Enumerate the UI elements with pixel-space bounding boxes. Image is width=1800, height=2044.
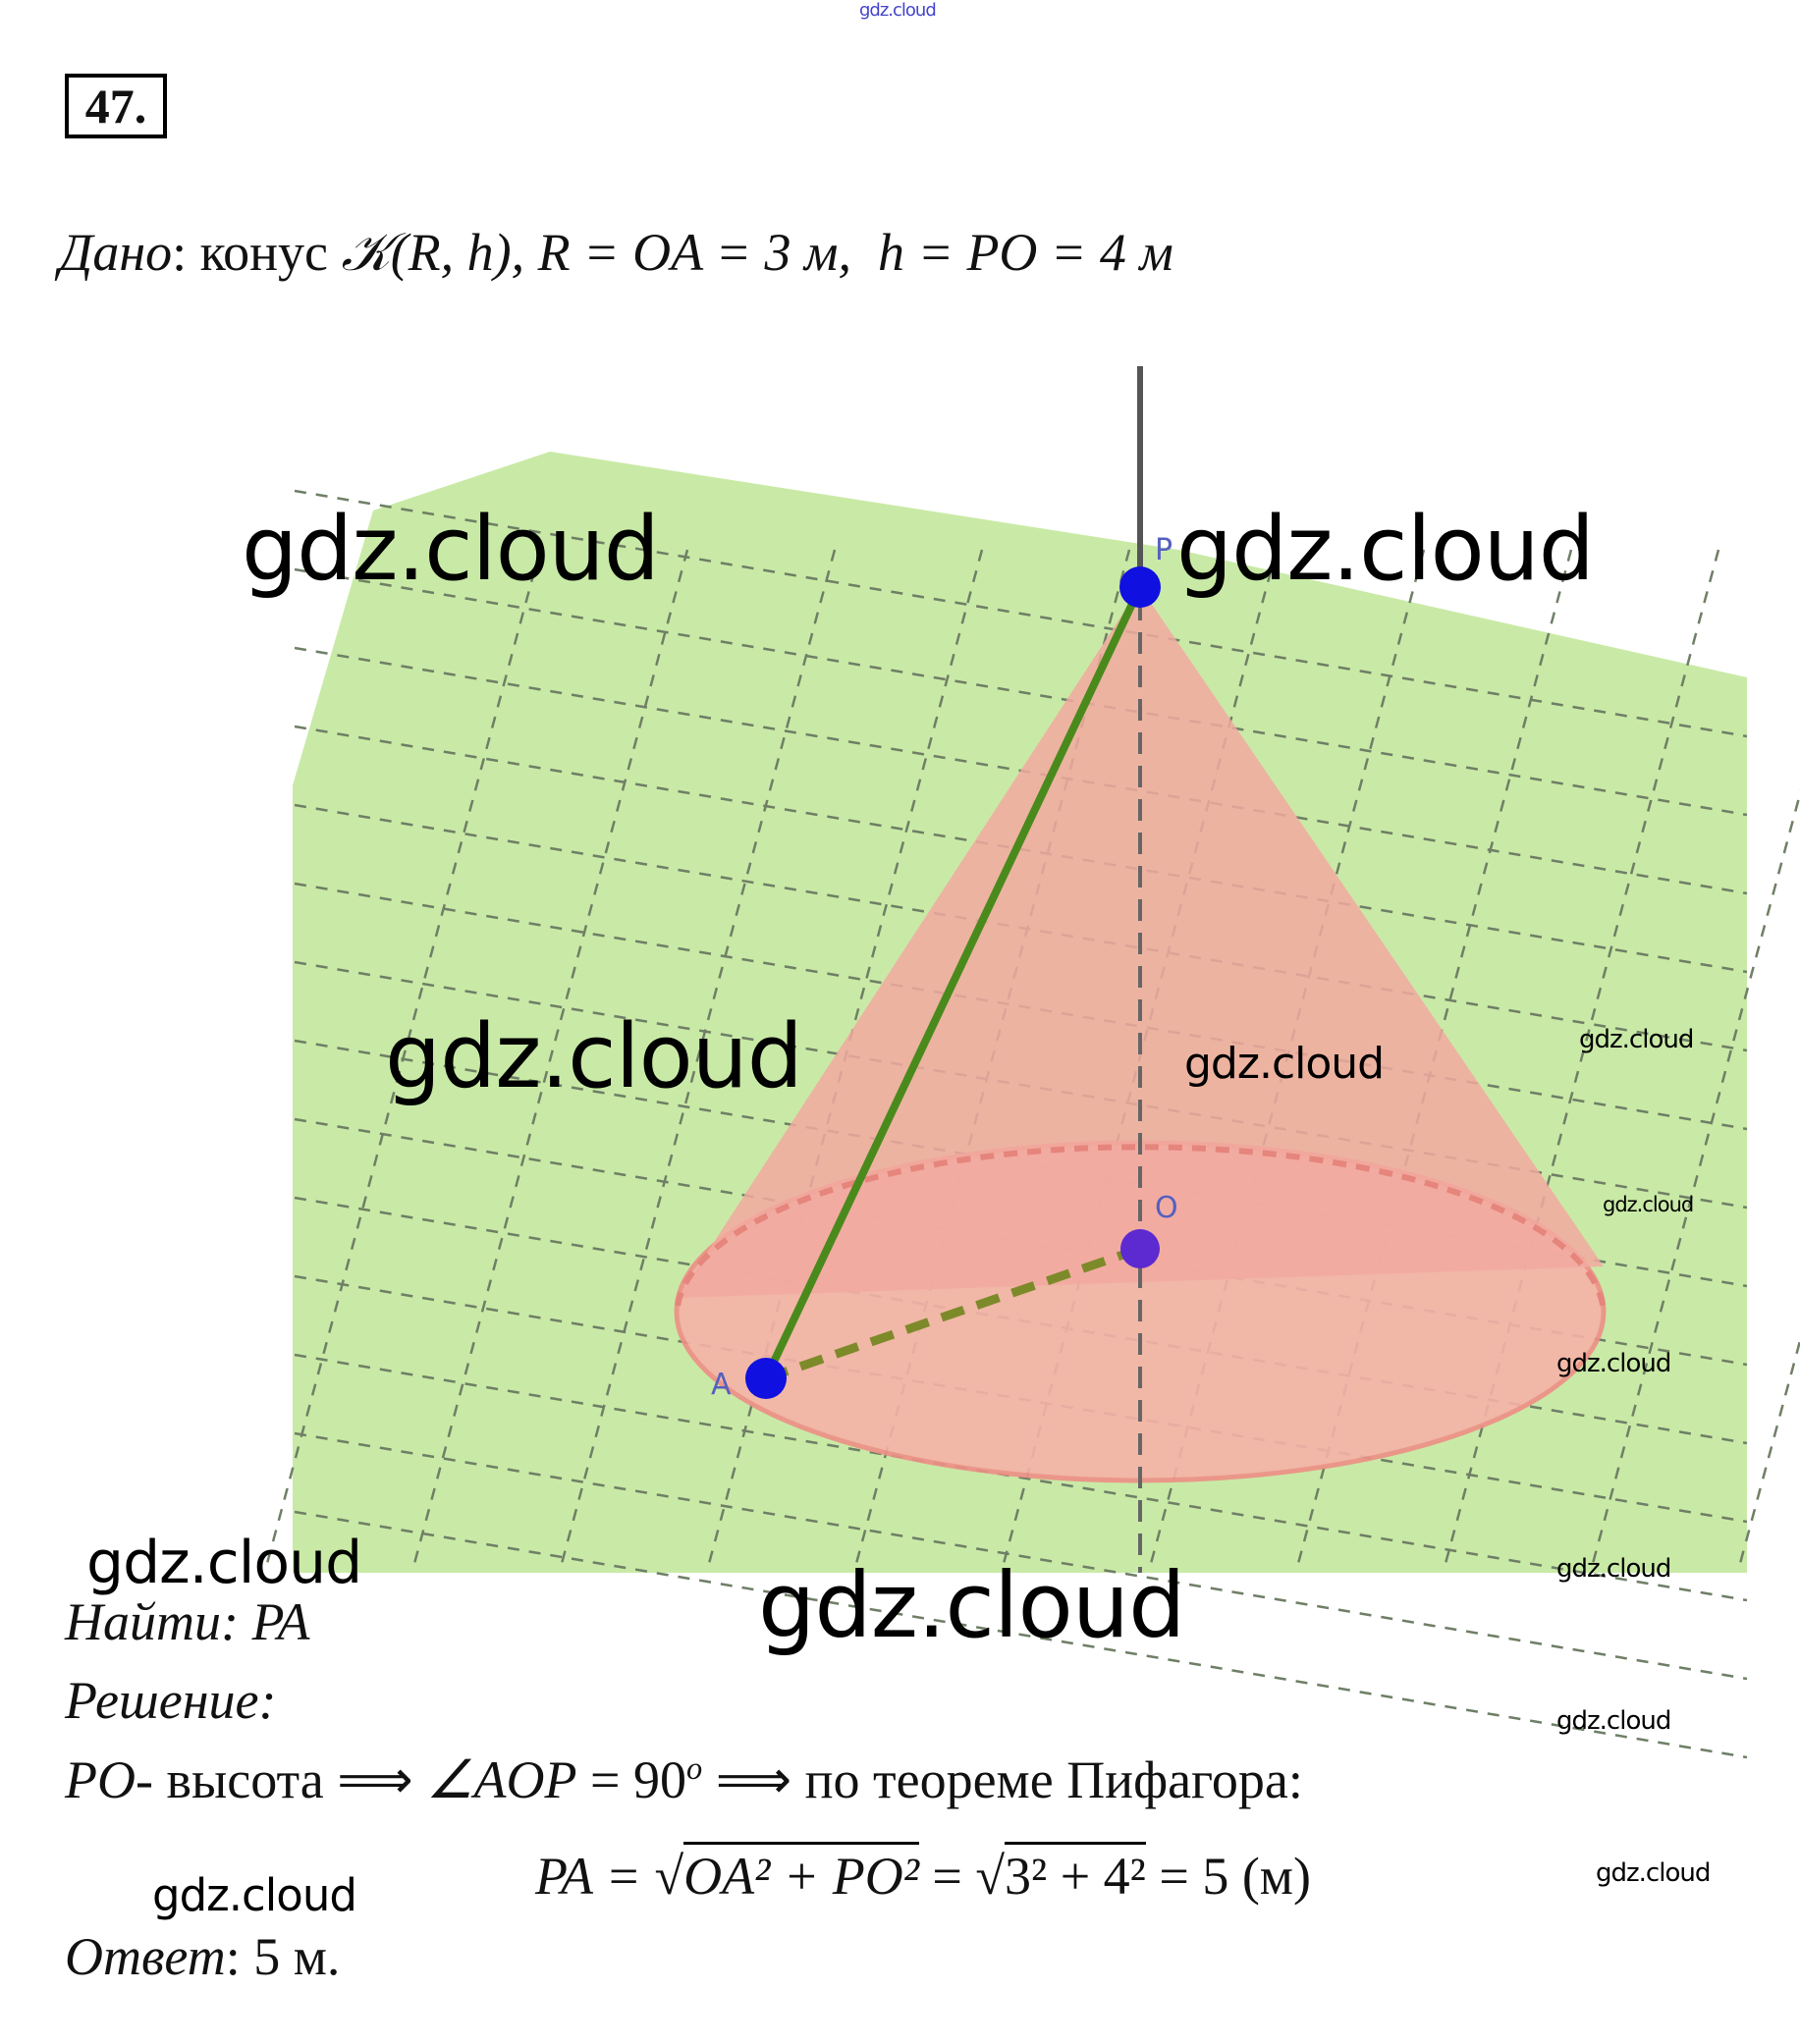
grid-line xyxy=(294,1353,1748,1602)
given-height: h = PO = 4 м xyxy=(878,223,1173,282)
grid-line xyxy=(294,1510,1748,1759)
given-text: : конус xyxy=(172,223,342,282)
grid-line xyxy=(558,549,837,1572)
watermark: gdz.cloud xyxy=(1596,1858,1711,1888)
given-radius: , R = OA = 3 м, xyxy=(511,223,851,282)
find-label: Найти xyxy=(65,1592,221,1651)
point-A xyxy=(745,1358,787,1399)
degree-mark: o xyxy=(686,1751,703,1787)
watermark: gdz.cloud xyxy=(758,1553,1185,1658)
grid-line xyxy=(1589,789,1800,1572)
formula-mid: = √ xyxy=(918,1847,1006,1906)
watermark: gdz.cloud xyxy=(1603,1193,1694,1216)
grid-line xyxy=(1736,1336,1800,1572)
point-P xyxy=(1119,566,1161,608)
answer-line: Ответ: 5 м. xyxy=(65,1930,340,1983)
formula-radicand-1: OA² + PO² xyxy=(683,1842,919,1906)
watermark: gdz.cloud xyxy=(1176,498,1595,601)
radius-OA xyxy=(764,1244,1142,1383)
watermark: gdz.cloud xyxy=(1556,1706,1671,1736)
grid-line xyxy=(263,549,542,1572)
answer-value: : 5 м. xyxy=(225,1927,341,1986)
label-A: A xyxy=(711,1368,732,1402)
grid-line xyxy=(294,567,1748,817)
watermark: gdz.cloud xyxy=(152,1869,357,1921)
watermark-top: gdz.cloud xyxy=(859,0,937,21)
base-hidden-edge xyxy=(675,1144,1607,1313)
watermark: gdz.cloud xyxy=(86,1529,362,1597)
watermark: gdz.cloud xyxy=(1556,1554,1671,1584)
watermark: gdz.cloud xyxy=(1556,1349,1671,1378)
given-line: Дано: конус 𝒦(R, h), R = OA = 3 м, h = P… xyxy=(59,226,1173,279)
given-cone: 𝒦(R, h) xyxy=(341,223,512,282)
solution-line1: PO- высота ⟹ ∠AOP = 90o ⟹ по теореме Пиф… xyxy=(65,1753,1303,1806)
angle-AOP: ∠AOP xyxy=(426,1750,577,1809)
solution-label: Решение: xyxy=(65,1671,277,1730)
label-P: P xyxy=(1155,533,1173,567)
find-value: : PA xyxy=(221,1592,310,1651)
grid-line xyxy=(1442,549,1720,1572)
point-O xyxy=(1120,1229,1160,1268)
formula: PA = √OA² + PO² = √3² + 4² = 5 (м) xyxy=(535,1842,1311,1906)
grid-line xyxy=(294,1431,1748,1681)
grid-line xyxy=(294,489,1748,738)
segment-PO: PO xyxy=(65,1750,136,1809)
height-text: - высота ⟹ xyxy=(135,1750,427,1809)
pythagoras-text: ⟹ по теореме Пифагора: xyxy=(702,1750,1303,1809)
problem-number: 47. xyxy=(65,74,167,138)
watermark: gdz.cloud xyxy=(1184,1039,1385,1089)
formula-lhs: PA = √ xyxy=(535,1847,684,1906)
generatrix-PA xyxy=(762,585,1144,1380)
formula-result: = 5 (м) xyxy=(1145,1847,1311,1906)
find-line: Найти: PA xyxy=(65,1595,310,1648)
answer-label: Ответ xyxy=(65,1927,226,1986)
angle-value: = 90 xyxy=(576,1750,686,1809)
watermark: gdz.cloud xyxy=(385,1005,803,1108)
given-label: Дано xyxy=(59,223,173,282)
label-O: O xyxy=(1155,1191,1178,1225)
watermark: gdz.cloud xyxy=(242,498,660,601)
grid-line xyxy=(410,549,689,1572)
formula-radicand-2: 3² + 4² xyxy=(1005,1842,1146,1906)
watermark: gdz.cloud xyxy=(1579,1025,1694,1054)
